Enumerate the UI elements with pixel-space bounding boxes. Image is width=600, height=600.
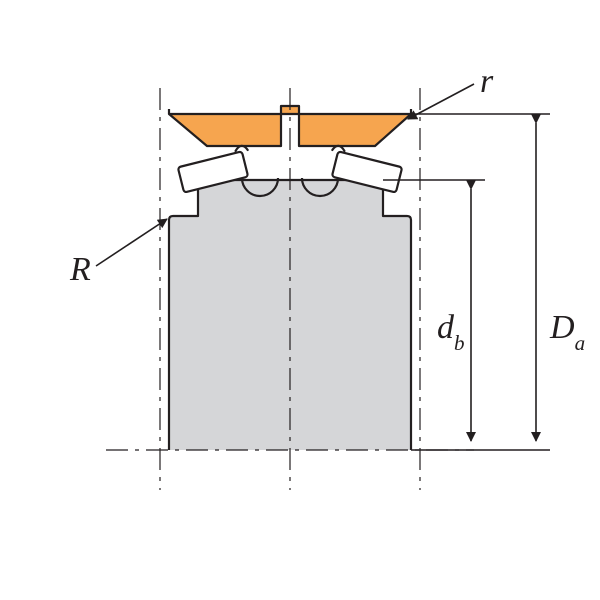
label-R: R	[69, 251, 91, 288]
label-db: db	[437, 309, 465, 355]
label-r: r	[480, 63, 494, 100]
label-Da: Da	[549, 309, 585, 355]
leader-line	[96, 219, 167, 266]
